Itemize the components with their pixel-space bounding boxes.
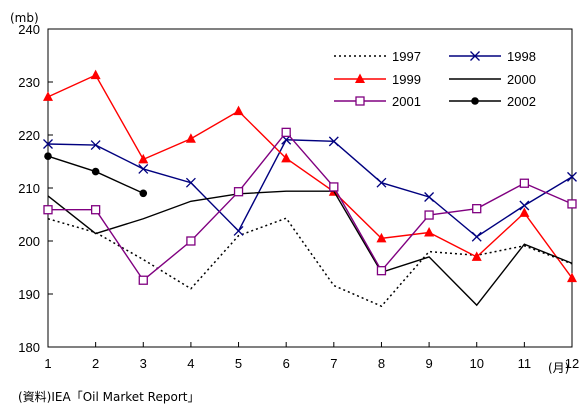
- series-line-2000: [47, 190, 573, 307]
- x-tick-label: 9: [425, 356, 432, 371]
- data-point-1999: [185, 133, 196, 143]
- legend-item-1997: 1997: [334, 49, 421, 64]
- y-axis-label: (mb): [10, 11, 39, 25]
- data-point-1999: [281, 152, 292, 163]
- data-point-1999: [233, 105, 244, 116]
- legend-label-1998: 1998: [507, 49, 536, 64]
- x-tick-label: 4: [187, 356, 194, 371]
- x-tick-label: 11: [518, 356, 532, 371]
- legend-label-2002: 2002: [507, 94, 536, 109]
- x-tick-label: 1: [44, 356, 51, 371]
- data-point-2001: [233, 187, 244, 197]
- legend-item-2002: 2002: [449, 94, 536, 109]
- data-point-2001: [43, 205, 53, 215]
- data-point-2001: [90, 205, 101, 215]
- legend-marker-2002: [471, 97, 479, 105]
- legend-marker-1999: [355, 73, 365, 83]
- series-line-2001: [48, 131, 573, 282]
- legend-label-1997: 1997: [392, 49, 421, 64]
- legend: 1997 1998 1999 2000 2001 2002: [334, 49, 536, 109]
- data-point-2001: [472, 204, 482, 214]
- legend-item-2000: 2000: [449, 72, 536, 87]
- x-tick-label: 10: [469, 356, 483, 371]
- x-tick-label: 5: [235, 356, 242, 371]
- data-point-2001: [138, 275, 148, 285]
- series-1999: [43, 69, 577, 283]
- series-2001: [43, 127, 577, 285]
- data-point-1998: [471, 231, 482, 242]
- legend-item-1999: 1999: [334, 72, 421, 87]
- legend-item-1998: 1998: [449, 49, 536, 64]
- legend-item-2001: 2001: [334, 94, 421, 109]
- y-tick-label: 180: [18, 340, 40, 355]
- series-1997: [47, 217, 573, 308]
- legend-label-2000: 2000: [507, 72, 536, 87]
- data-point-1998: [376, 177, 387, 188]
- y-tick-label: 230: [18, 75, 40, 90]
- data-point-2002: [44, 152, 52, 160]
- data-point-1999: [519, 207, 530, 217]
- data-point-2001: [186, 236, 196, 246]
- y-tick-label: 190: [18, 287, 40, 302]
- series-line-1997: [47, 217, 573, 308]
- data-point-1998: [185, 177, 196, 188]
- series-1998: [43, 134, 577, 242]
- data-point-1999: [376, 232, 387, 243]
- data-point-2001: [376, 266, 387, 276]
- data-point-1998: [567, 171, 577, 182]
- x-tick-label: 2: [92, 356, 99, 371]
- plot-area: [47, 28, 573, 348]
- data-point-1998: [90, 140, 101, 151]
- y-tick-label: 240: [18, 22, 40, 37]
- data-point-2002: [91, 167, 100, 176]
- data-point-1998: [328, 136, 339, 147]
- data-point-1999: [567, 272, 577, 283]
- series-2002: [44, 152, 148, 198]
- legend-label-1999: 1999: [392, 72, 421, 87]
- data-point-1998: [424, 192, 435, 202]
- data-point-1999: [90, 69, 101, 80]
- series-2000: [47, 190, 573, 307]
- y-tick-label: 220: [18, 128, 40, 143]
- x-tick-label: 6: [283, 356, 290, 371]
- data-point-2001: [281, 127, 291, 138]
- x-axis-label: (月): [548, 361, 569, 375]
- data-point-1998: [519, 200, 530, 211]
- data-point-1999: [471, 251, 482, 261]
- y-tick-label: 210: [18, 181, 40, 196]
- series-line-1998: [47, 139, 573, 238]
- data-point-1999: [43, 91, 53, 101]
- data-point-2001: [567, 199, 577, 209]
- series-line-1999: [47, 74, 573, 279]
- legend-label-2001: 2001: [392, 94, 421, 109]
- data-point-2001: [329, 182, 339, 192]
- data-point-1999: [424, 227, 435, 237]
- x-tick-label: 8: [378, 356, 385, 371]
- data-point-1998: [43, 139, 53, 149]
- data-point-2002: [139, 189, 148, 198]
- data-point-2001: [519, 178, 530, 188]
- y-tick-label: 200: [18, 234, 40, 249]
- data-point-1999: [138, 153, 149, 164]
- source-note: (資料)IEA「Oil Market Report」: [18, 390, 199, 404]
- plot-frame: [47, 28, 573, 348]
- x-axis-ticks: 1 2 3 4 5 6 7 8 9 10 11 12: [44, 342, 579, 371]
- x-tick-label: 3: [140, 356, 147, 371]
- x-tick-label: 7: [330, 356, 337, 371]
- data-point-1998: [138, 163, 149, 174]
- data-point-1998: [233, 225, 244, 236]
- legend-marker-1998: [470, 51, 480, 61]
- data-point-2001: [424, 210, 434, 220]
- y-axis-ticks: 180 190 200 210 220 230 240: [18, 22, 53, 355]
- legend-marker-2001: [355, 96, 365, 106]
- x-tick-label: 12: [565, 356, 579, 371]
- series-layer: [43, 69, 577, 308]
